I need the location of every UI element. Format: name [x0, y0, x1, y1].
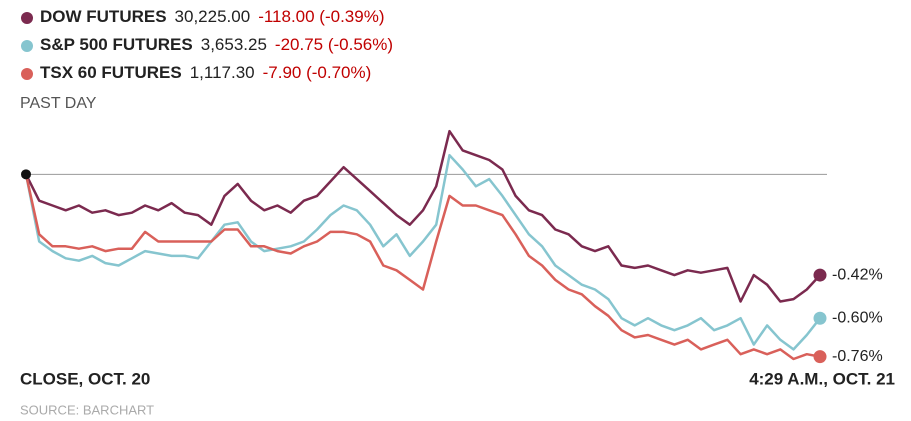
end-marker — [813, 268, 827, 282]
start-marker — [21, 169, 31, 180]
legend-entry: S&P 500 FUTURES 3,653.25 -20.75 (-0.56%) — [40, 35, 393, 54]
legend-name: DOW FUTURES — [40, 7, 167, 26]
legend-entry: DOW FUTURES 30,225.00 -118.00 (-0.39%) — [40, 7, 385, 26]
legend-name: TSX 60 FUTURES — [40, 63, 182, 82]
series-line — [24, 153, 821, 351]
end-label: -0.42% — [832, 266, 883, 283]
legend-change: -7.90 (-0.70%) — [263, 63, 372, 82]
legend-change: -118.00 (-0.39%) — [258, 7, 384, 26]
source: SOURCE: BARCHART — [20, 402, 154, 417]
x-start-label: CLOSE, OCT. 20 — [20, 369, 150, 388]
series-line — [24, 129, 821, 303]
legend-name: S&P 500 FUTURES — [40, 35, 193, 54]
end-marker — [813, 311, 827, 325]
legend-swatch — [21, 12, 33, 24]
subtitle: PAST DAY — [20, 95, 97, 112]
legend-swatch — [21, 40, 33, 52]
end-label: -0.60% — [832, 309, 883, 326]
legend-quote: 3,653.25 — [201, 35, 267, 54]
legend-quote: 1,117.30 — [190, 63, 255, 82]
x-end-label: 4:29 A.M., OCT. 21 — [749, 369, 895, 388]
series-line — [24, 174, 821, 361]
legend-change: -20.75 (-0.56%) — [275, 35, 393, 54]
legend-entry: TSX 60 FUTURES 1,117.30 -7.90 (-0.70%) — [40, 63, 371, 82]
end-marker — [813, 350, 827, 364]
legend-swatch — [21, 68, 33, 80]
end-label: -0.76% — [832, 348, 883, 365]
legend-quote: 30,225.00 — [175, 7, 251, 26]
